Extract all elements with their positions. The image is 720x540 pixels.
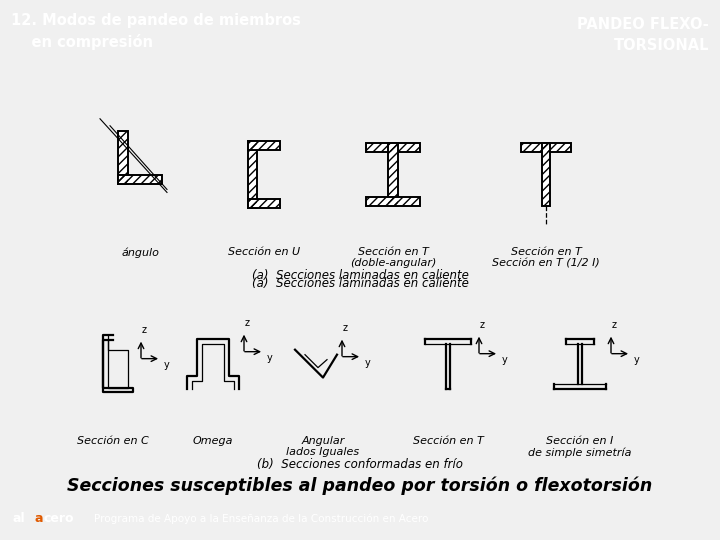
Text: a: a — [35, 512, 43, 525]
Bar — [366, 198, 420, 206]
Bar — [118, 174, 162, 185]
Text: Secciones susceptibles al pandeo por torsión o flexotorsión: Secciones susceptibles al pandeo por tor… — [68, 476, 652, 495]
Bar — [388, 143, 398, 206]
Text: y: y — [267, 353, 273, 363]
Bar — [118, 131, 128, 185]
Bar — [542, 143, 550, 206]
Text: de simple simetría: de simple simetría — [528, 447, 631, 458]
Text: Sección en I: Sección en I — [546, 436, 613, 446]
Text: cero: cero — [43, 512, 73, 525]
Text: Sección en C: Sección en C — [77, 436, 149, 446]
Text: y: y — [164, 360, 170, 370]
Bar — [248, 140, 257, 208]
Text: Angular: Angular — [301, 436, 345, 446]
Bar — [542, 143, 550, 206]
Bar — [388, 143, 398, 206]
Text: (a)  Secciones laminadas en caliente: (a) Secciones laminadas en caliente — [251, 269, 469, 282]
Text: z: z — [343, 323, 348, 333]
Text: z: z — [245, 318, 250, 328]
Text: Sección en U: Sección en U — [228, 247, 300, 257]
Text: (doble-angular): (doble-angular) — [350, 258, 436, 268]
Bar — [118, 131, 128, 185]
Bar — [248, 140, 257, 208]
Bar — [118, 174, 162, 185]
Text: z: z — [142, 325, 147, 335]
Bar — [248, 199, 280, 208]
Text: Sección en T (1/2 I): Sección en T (1/2 I) — [492, 258, 600, 268]
Text: Sección en T: Sección en T — [413, 436, 483, 446]
Text: (b)  Secciones conformadas en frío: (b) Secciones conformadas en frío — [257, 458, 463, 471]
Text: z: z — [480, 320, 485, 330]
Text: Sección en T: Sección en T — [510, 247, 581, 257]
Bar — [521, 143, 571, 152]
Bar — [366, 143, 420, 152]
Text: PANDEO FLEXO-
TORSIONAL: PANDEO FLEXO- TORSIONAL — [577, 17, 709, 53]
Bar — [366, 143, 420, 152]
Text: y: y — [502, 355, 508, 365]
Text: lados Iguales: lados Iguales — [287, 447, 359, 457]
Bar — [248, 199, 280, 208]
Bar — [248, 140, 280, 150]
Text: Programa de Apoyo a la Enseñanza de la Construcción en Acero: Programa de Apoyo a la Enseñanza de la C… — [94, 514, 428, 524]
Text: 12. Modos de pandeo de miembros
    en compresión: 12. Modos de pandeo de miembros en compr… — [11, 13, 301, 50]
Text: z: z — [612, 320, 617, 330]
Text: al: al — [13, 512, 26, 525]
Bar — [366, 198, 420, 206]
Text: Sección en T: Sección en T — [358, 247, 428, 257]
Text: y: y — [365, 357, 371, 368]
Bar — [521, 143, 571, 152]
Text: Omega: Omega — [193, 436, 233, 446]
Text: ángulo: ángulo — [121, 247, 159, 258]
Bar — [248, 140, 280, 150]
Text: y: y — [634, 355, 640, 365]
Text: (a)  Secciones laminadas en caliente: (a) Secciones laminadas en caliente — [251, 277, 469, 290]
